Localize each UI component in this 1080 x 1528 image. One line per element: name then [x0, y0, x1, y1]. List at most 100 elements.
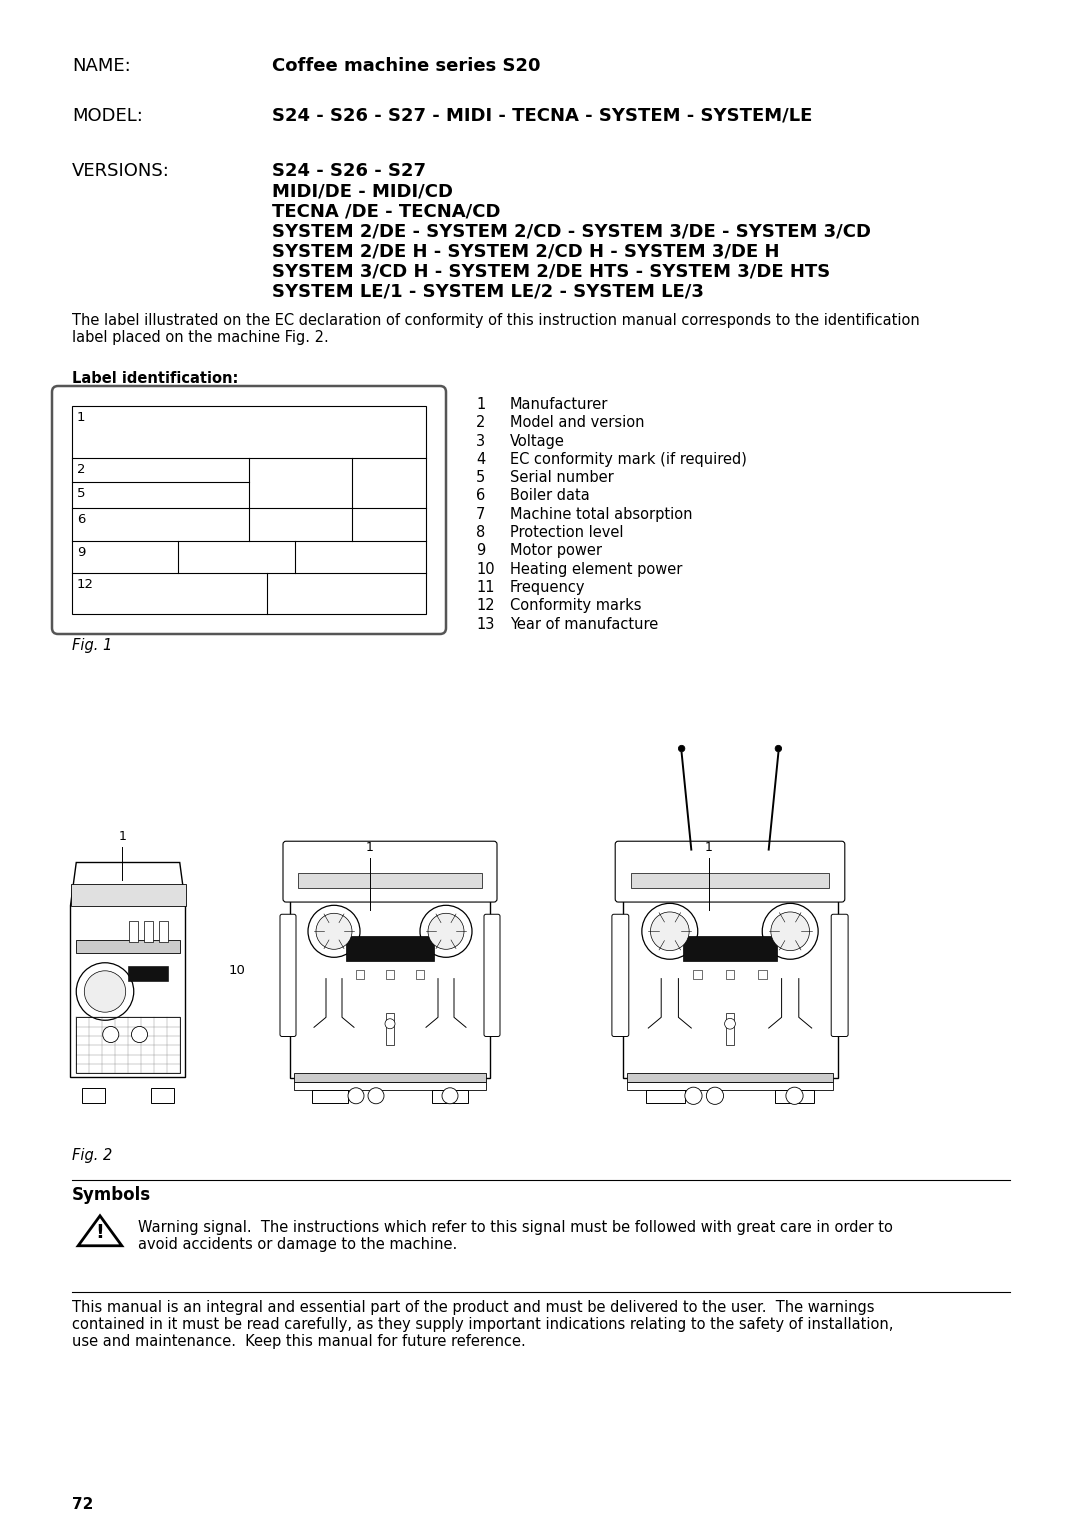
Text: Model and version: Model and version: [510, 416, 645, 431]
Bar: [683, 935, 778, 961]
Circle shape: [368, 1088, 384, 1103]
Text: 1: 1: [366, 842, 374, 854]
Text: 9: 9: [476, 544, 485, 558]
Bar: [130, 920, 138, 943]
Circle shape: [132, 1027, 148, 1042]
Text: Protection level: Protection level: [510, 526, 623, 539]
Text: 6: 6: [476, 489, 485, 504]
Circle shape: [77, 963, 134, 1021]
Text: 9: 9: [77, 545, 85, 559]
Text: 4: 4: [476, 452, 485, 468]
Text: 1: 1: [704, 842, 713, 854]
Circle shape: [650, 912, 689, 950]
Text: 3: 3: [296, 1039, 305, 1051]
Text: 13: 13: [476, 617, 495, 631]
Bar: [775, 1091, 814, 1103]
Bar: [626, 1073, 833, 1082]
Text: 1: 1: [119, 830, 126, 843]
Text: Boiler data: Boiler data: [510, 489, 590, 504]
Text: Serial number: Serial number: [510, 471, 613, 486]
Bar: [159, 920, 168, 943]
Text: 8: 8: [476, 526, 485, 539]
Circle shape: [678, 746, 685, 752]
Bar: [631, 874, 829, 888]
Bar: [151, 1088, 174, 1103]
Text: 4: 4: [384, 1039, 393, 1051]
Text: This manual is an integral and essential part of the product and must be deliver: This manual is an integral and essential…: [72, 1300, 875, 1316]
Text: 7: 7: [296, 996, 305, 1010]
Text: Label identification:: Label identification:: [72, 371, 239, 387]
Circle shape: [428, 914, 464, 949]
Circle shape: [775, 746, 782, 752]
Text: Machine total absorption: Machine total absorption: [510, 507, 692, 521]
Text: 11: 11: [352, 964, 369, 978]
Bar: [298, 874, 482, 888]
Text: SYSTEM 3/CD H - SYSTEM 2/DE HTS - SYSTEM 3/DE HTS: SYSTEM 3/CD H - SYSTEM 2/DE HTS - SYSTEM…: [272, 261, 831, 280]
Text: 1: 1: [77, 411, 85, 423]
Text: 10: 10: [228, 964, 245, 978]
Text: TECNA /DE - TECNA/CD: TECNA /DE - TECNA/CD: [272, 202, 500, 220]
Text: VERSIONS:: VERSIONS:: [72, 162, 170, 180]
Text: SYSTEM LE/1 - SYSTEM LE/2 - SYSTEM LE/3: SYSTEM LE/1 - SYSTEM LE/2 - SYSTEM LE/3: [272, 283, 704, 299]
Text: The label illustrated on the EC declaration of conformity of this instruction ma: The label illustrated on the EC declarat…: [72, 313, 920, 329]
Bar: [70, 885, 186, 906]
FancyBboxPatch shape: [283, 842, 497, 902]
Text: 2: 2: [77, 463, 85, 477]
Text: Conformity marks: Conformity marks: [510, 599, 642, 613]
Text: Frequency: Frequency: [510, 581, 585, 594]
Text: Year of manufacture: Year of manufacture: [510, 617, 658, 631]
Text: 13: 13: [338, 927, 355, 941]
Text: Motor power: Motor power: [510, 544, 602, 558]
Polygon shape: [70, 862, 186, 1077]
Circle shape: [762, 903, 819, 960]
Text: 72: 72: [72, 1497, 93, 1513]
Text: MODEL:: MODEL:: [72, 107, 143, 125]
Text: SYSTEM 2/DE H - SYSTEM 2/CD H - SYSTEM 3/DE H: SYSTEM 2/DE H - SYSTEM 2/CD H - SYSTEM 3…: [272, 241, 780, 260]
Text: 8: 8: [384, 996, 393, 1010]
Text: EC conformity mark (if required): EC conformity mark (if required): [510, 452, 747, 468]
Bar: [77, 1018, 179, 1073]
Bar: [294, 1082, 486, 1091]
Bar: [294, 1073, 486, 1082]
Bar: [356, 970, 364, 978]
Text: S24 - S26 - S27: S24 - S26 - S27: [272, 162, 426, 180]
Text: Voltage: Voltage: [510, 434, 565, 449]
Text: !: !: [95, 1224, 105, 1242]
Text: 5: 5: [77, 487, 85, 500]
Bar: [726, 1013, 734, 1045]
Text: NAME:: NAME:: [72, 57, 131, 75]
Bar: [82, 1088, 105, 1103]
Text: Coffee machine series S20: Coffee machine series S20: [272, 57, 540, 75]
Text: contained in it must be read carefully, as they supply important indications rel: contained in it must be read carefully, …: [72, 1317, 893, 1332]
Text: SYSTEM 2/DE - SYSTEM 2/CD - SYSTEM 3/DE - SYSTEM 3/CD: SYSTEM 2/DE - SYSTEM 2/CD - SYSTEM 3/DE …: [272, 222, 870, 240]
Bar: [758, 970, 767, 978]
Bar: [144, 920, 153, 943]
Text: 7: 7: [476, 507, 485, 521]
Text: use and maintenance.  Keep this manual for future reference.: use and maintenance. Keep this manual fo…: [72, 1334, 526, 1349]
Text: Manufacturer: Manufacturer: [510, 397, 608, 413]
Bar: [386, 1013, 394, 1045]
FancyBboxPatch shape: [832, 914, 848, 1036]
Text: label placed on the machine Fig. 2.: label placed on the machine Fig. 2.: [72, 330, 328, 345]
Text: 11: 11: [476, 581, 495, 594]
Bar: [129, 966, 168, 981]
Bar: [346, 935, 434, 961]
Bar: [72, 406, 426, 614]
Text: 2: 2: [476, 416, 485, 431]
Text: 5: 5: [476, 471, 485, 486]
FancyBboxPatch shape: [616, 842, 845, 902]
Circle shape: [786, 1088, 804, 1105]
Text: MIDI/DE - MIDI/CD: MIDI/DE - MIDI/CD: [272, 182, 453, 200]
Circle shape: [442, 1088, 458, 1103]
Text: Warning signal.  The instructions which refer to this signal must be followed wi: Warning signal. The instructions which r…: [138, 1219, 893, 1235]
Text: 10: 10: [476, 562, 495, 576]
Text: 12: 12: [77, 578, 94, 591]
Circle shape: [348, 1088, 364, 1103]
Bar: [312, 1091, 348, 1103]
Circle shape: [308, 905, 360, 958]
Text: Symbols: Symbols: [72, 1186, 151, 1204]
Circle shape: [316, 914, 352, 949]
Bar: [416, 970, 424, 978]
FancyBboxPatch shape: [52, 387, 446, 634]
Text: S24 - S26 - S27 - MIDI - TECNA - SYSTEM - SYSTEM/LE: S24 - S26 - S27 - MIDI - TECNA - SYSTEM …: [272, 107, 812, 125]
